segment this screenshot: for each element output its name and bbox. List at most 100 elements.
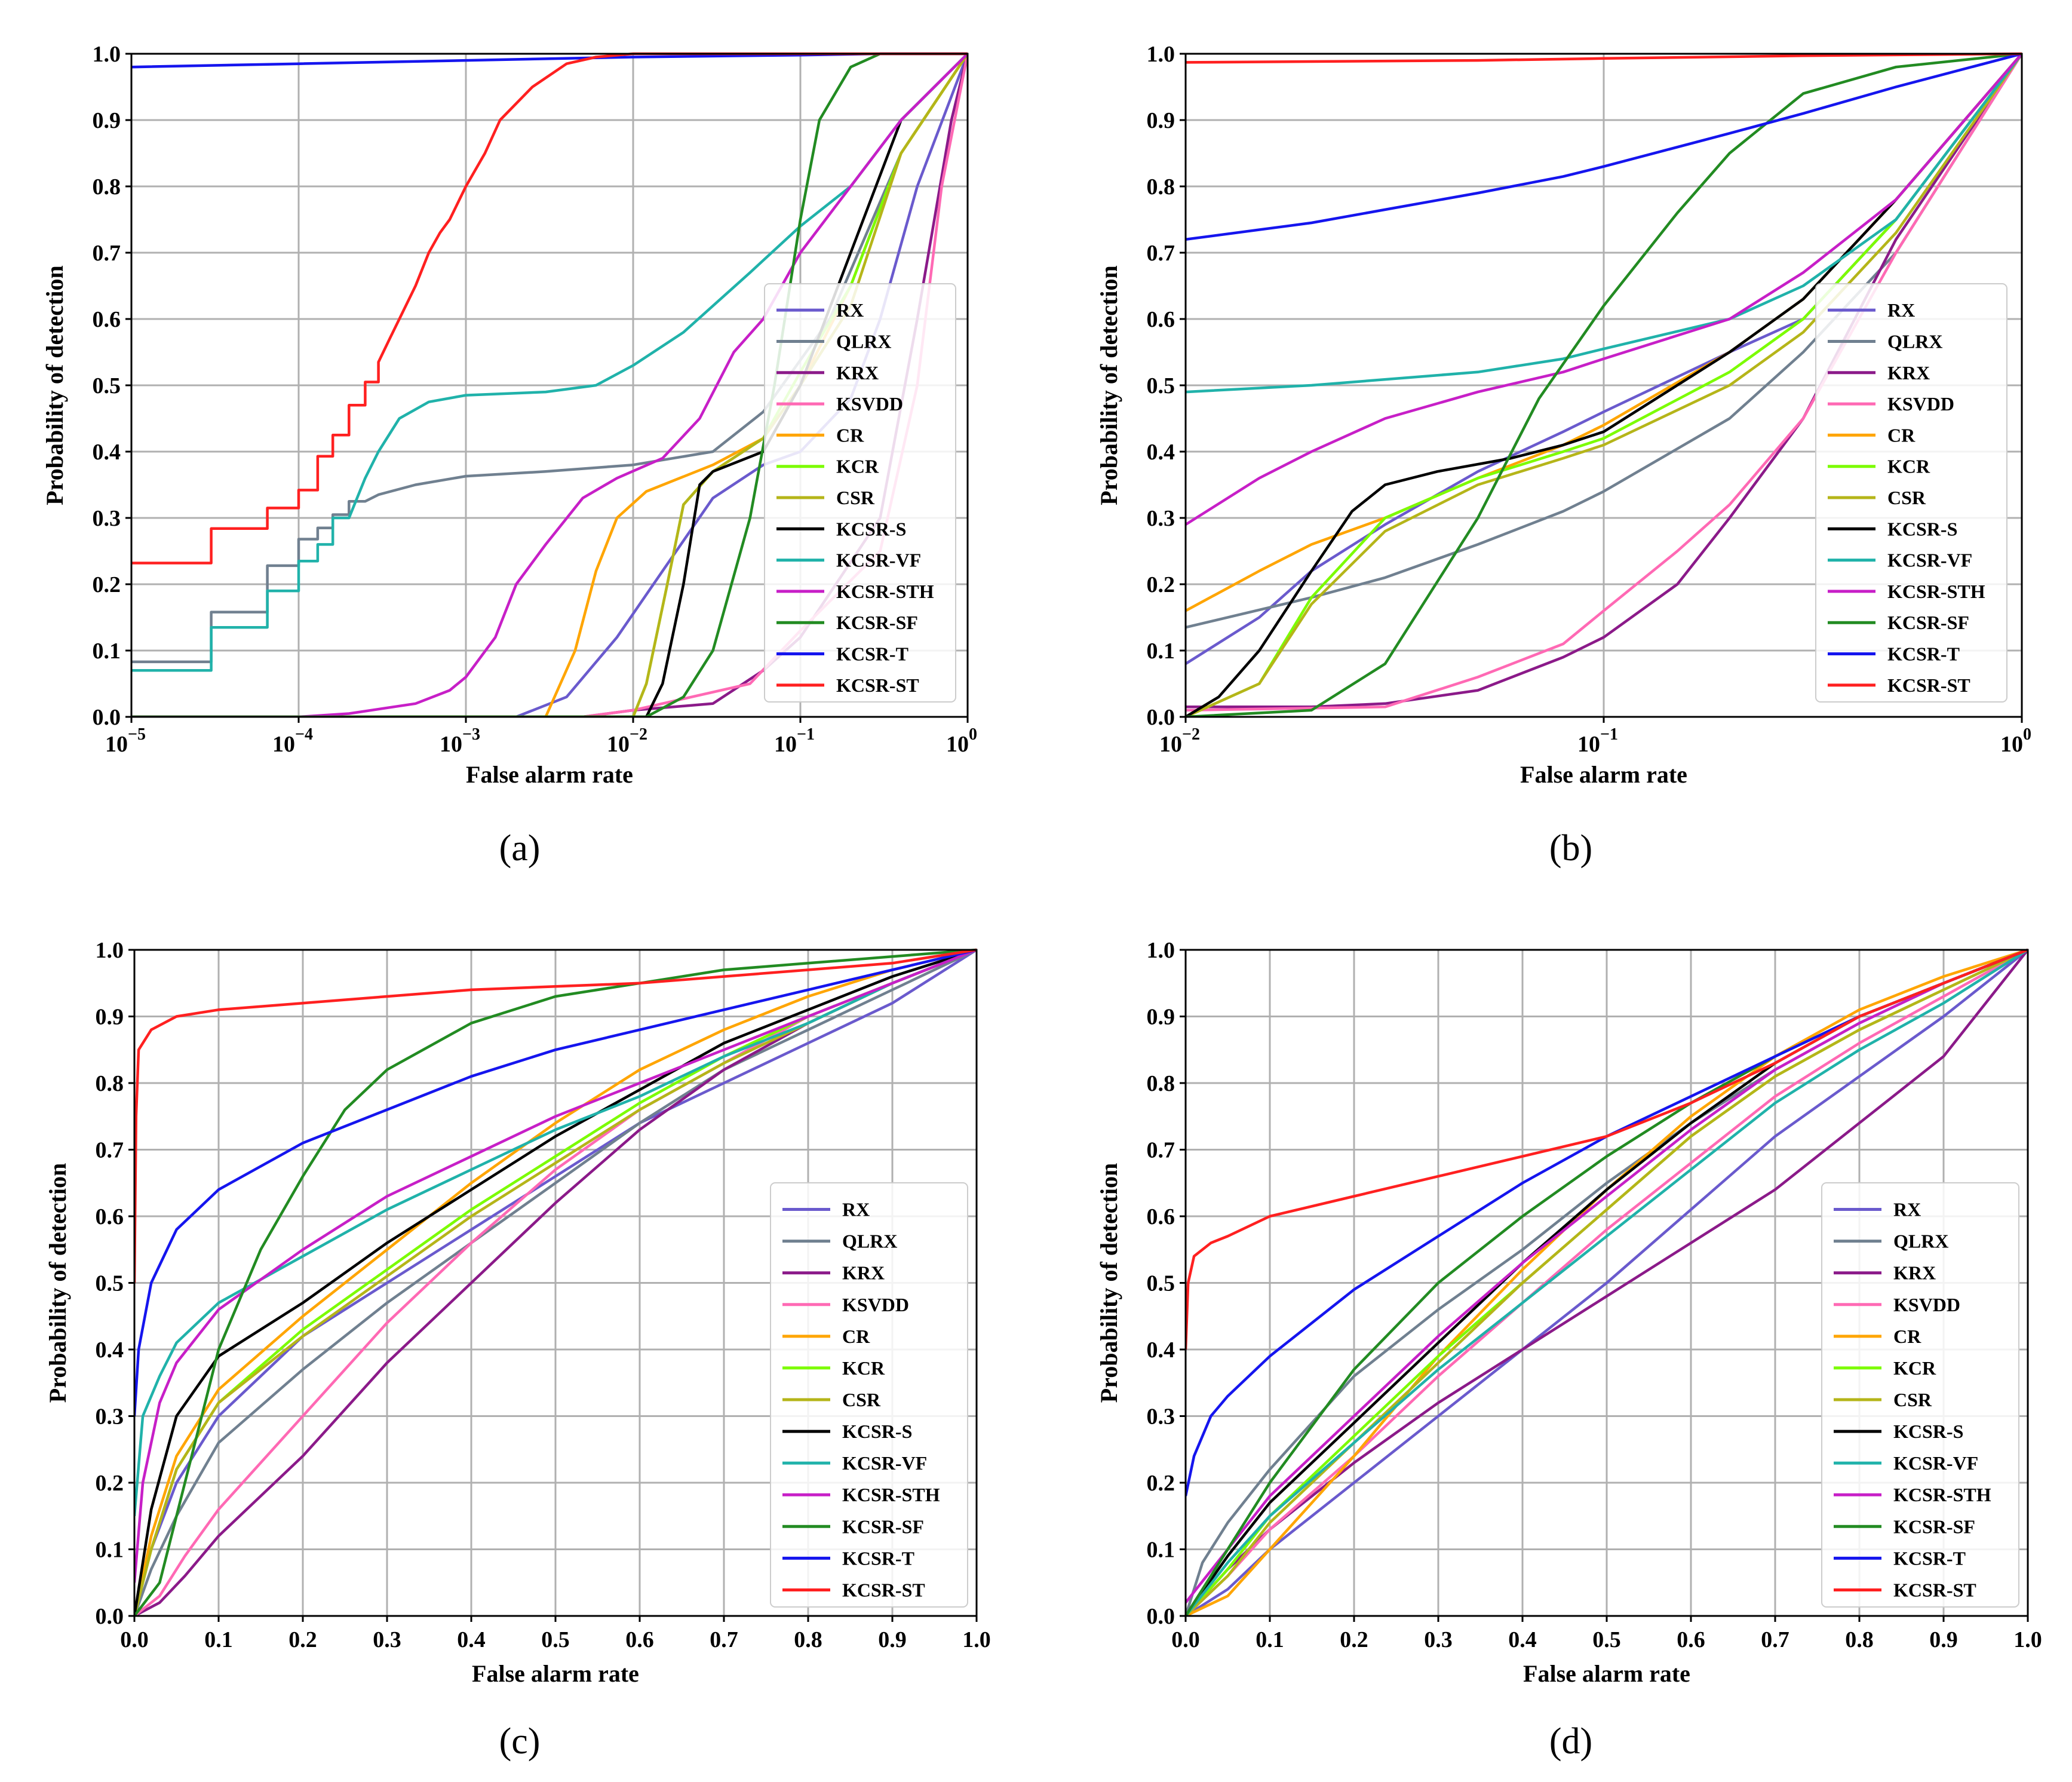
x-tick-label: 0.6: [1677, 1627, 1705, 1652]
series-line-kcsr-st: [134, 948, 977, 1283]
legend-label: RX: [836, 299, 864, 321]
series-group: [1186, 948, 2028, 1616]
x-tick-label: 0.9: [1929, 1627, 1958, 1652]
legend-label: KCSR-VF: [842, 1452, 927, 1474]
legend-label: KCSR-VF: [1893, 1452, 1978, 1474]
x-tick-base: 10: [1577, 732, 1600, 757]
legend-box: [1821, 1182, 2019, 1608]
y-tick-label: 0.5: [1147, 1271, 1175, 1296]
legend-label: KCSR-S: [836, 518, 906, 539]
legend-label: KCSR-SF: [1887, 612, 1969, 633]
series-group: [131, 52, 968, 717]
y-tick-label: 0.8: [1147, 1071, 1175, 1096]
y-tick-label: 0.3: [1147, 506, 1175, 531]
legend-label: KCR: [836, 456, 879, 477]
y-tick-label: 0.2: [93, 572, 121, 597]
legend-label: KCSR-T: [842, 1547, 914, 1569]
x-tick-label: 0.4: [457, 1627, 486, 1652]
x-tick-label: 10−4: [272, 725, 313, 757]
x-tick-label: 0.7: [710, 1627, 738, 1652]
series-line-ksvdd: [1186, 949, 2028, 1616]
panel-caption: (a): [499, 828, 541, 869]
x-axis-label: False alarm rate: [1520, 761, 1687, 788]
y-tick-label: 0.1: [96, 1538, 124, 1563]
legend-label: QLRX: [842, 1231, 897, 1252]
y-tick-label: 0.2: [96, 1471, 124, 1496]
x-tick-base: 10: [440, 732, 462, 757]
legend-label: KCSR-STH: [1893, 1484, 1991, 1505]
y-tick-label: 0.3: [96, 1404, 124, 1430]
legend-label: KSVDD: [842, 1294, 909, 1315]
x-tick-exponent: −2: [1182, 725, 1200, 744]
series-line-kcsr-st: [1186, 52, 2022, 64]
y-tick-label: 0.8: [1147, 174, 1175, 200]
series-line-kcsr-sf: [134, 948, 977, 1616]
y-tick-label: 0.3: [93, 506, 121, 531]
x-tick-label: 0.3: [373, 1627, 401, 1652]
x-tick-base: 10: [272, 732, 295, 757]
y-tick-label: 0.9: [1147, 108, 1175, 133]
y-tick-label: 0.7: [93, 241, 121, 266]
x-tick-exponent: −3: [462, 725, 480, 744]
series-line-cr: [134, 948, 977, 1616]
y-axis-label: Probability of detection: [44, 1163, 71, 1403]
x-tick-base: 10: [607, 732, 630, 757]
series-line-kcsr-sth: [1186, 53, 2022, 526]
legend-label: KCSR-T: [836, 643, 908, 665]
series-line-qlrx: [131, 53, 968, 664]
plot-frame: [130, 53, 969, 718]
legend-label: QLRX: [1893, 1231, 1948, 1252]
y-tick-label: 0.2: [1147, 1471, 1175, 1496]
x-tick-label: 10−2: [607, 725, 647, 757]
x-tick-label: 0.8: [794, 1627, 822, 1652]
x-tick-label: 10−1: [1577, 725, 1618, 757]
legend-label: CSR: [1893, 1389, 1932, 1410]
x-tick-label: 1.0: [962, 1627, 991, 1652]
chart-panel: 0.0 0.1 0.2 0.3 0.4 0.5 0.6 0.7 0.8 0.9 1.0 0.0 0.1 0…: [1095, 938, 2042, 1762]
series-line-kcsr-s: [134, 948, 977, 1616]
legend-label: KRX: [842, 1262, 885, 1284]
x-tick-exponent: 0: [2023, 725, 2031, 744]
legend-label: KCR: [1887, 456, 1930, 477]
y-tick-label: 0.4: [1147, 1338, 1175, 1363]
series-line-kcsr-st: [1186, 948, 2028, 1350]
x-axis-label: False alarm rate: [472, 1660, 639, 1687]
panel-caption: (b): [1549, 828, 1592, 869]
panel-caption: (c): [499, 1721, 541, 1762]
x-tick-label: 0.1: [204, 1627, 233, 1652]
y-tick-label: 0.8: [96, 1071, 124, 1096]
legend: RX QLRX KRX KSVDD CR KCR CSR KCSR-S KCSR-VF KCSR-…: [764, 283, 956, 703]
x-tick-label: 0.2: [1340, 1627, 1368, 1652]
legend-label: KCR: [1893, 1357, 1936, 1379]
y-axis-label: Probability of detection: [1095, 1163, 1122, 1403]
legend-box: [1815, 283, 2007, 703]
series-line-kcsr-vf: [1186, 53, 2022, 394]
legend-label: KCSR-S: [1893, 1421, 1963, 1442]
y-tick-label: 0.9: [96, 1005, 124, 1030]
legend-label: KCSR-STH: [842, 1484, 940, 1505]
legend-label: KCSR-ST: [842, 1579, 925, 1600]
y-tick-label: 0.0: [93, 705, 121, 730]
legend-label: KRX: [1887, 362, 1930, 384]
y-tick-label: 1.0: [1147, 938, 1175, 963]
y-tick-label: 0.4: [93, 440, 121, 465]
legend-label: KCSR-STH: [836, 581, 934, 602]
legend: RX QLRX KRX KSVDD CR KCR CSR KCSR-S KCSR-VF KCSR-…: [770, 1182, 968, 1608]
x-tick-base: 10: [2000, 732, 2023, 757]
y-tick-label: 0.1: [1147, 1538, 1175, 1563]
legend-label: KCSR-ST: [1887, 674, 1970, 696]
series-line-kcsr-st: [131, 52, 968, 565]
series-line-kcsr-sth: [134, 948, 977, 1583]
legend-label: CR: [842, 1326, 870, 1347]
y-tick-label: 0.4: [96, 1338, 124, 1363]
x-tick-label: 0.1: [1256, 1627, 1284, 1652]
series-line-kcsr-sf: [1186, 52, 2022, 717]
legend-label: KCSR-VF: [1887, 550, 1972, 571]
y-tick-label: 0.1: [93, 639, 121, 664]
x-tick-base: 10: [105, 732, 128, 757]
y-tick-label: 0.7: [1147, 1138, 1175, 1163]
legend-label: RX: [1893, 1199, 1921, 1220]
y-tick-label: 0.9: [1147, 1005, 1175, 1030]
x-tick-base: 10: [1159, 732, 1182, 757]
x-tick-label: 10−2: [1159, 725, 1200, 757]
